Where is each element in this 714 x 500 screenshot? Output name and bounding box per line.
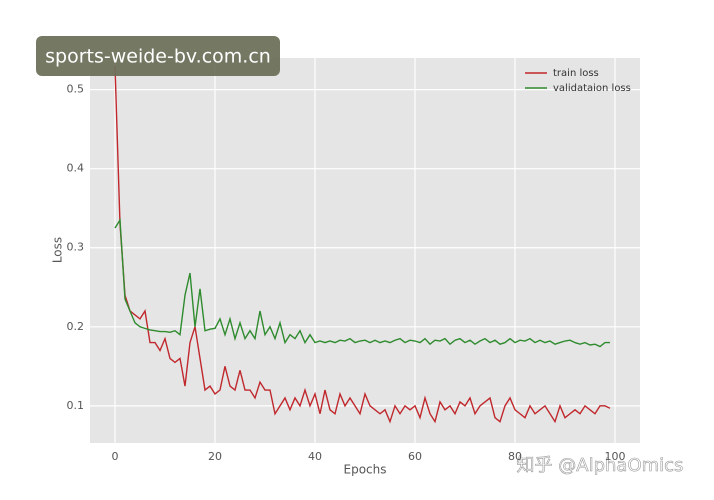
watermark: sports-weide-bv.com.cn (45, 46, 271, 68)
x-tick-label: 60 (408, 450, 422, 463)
data-line (114, 217, 610, 348)
y-tick-label: 0.5 (67, 83, 85, 96)
x-tick-label: 0 (112, 450, 119, 463)
plot-area (90, 58, 640, 443)
data-line (114, 65, 611, 424)
y-tick-label: 0.1 (67, 399, 85, 412)
y-tick-label: 0.4 (67, 162, 85, 175)
y-tick-label: 0.2 (67, 320, 85, 333)
legend-label: validataion loss (553, 83, 631, 94)
y-axis-label: Loss (51, 237, 65, 263)
legend-label: train loss (553, 68, 599, 79)
x-axis-label: Epochs (344, 463, 387, 477)
x-tick-label: 100 (605, 450, 626, 463)
y-tick-label: 0.3 (67, 241, 85, 254)
watermark-box (36, 36, 280, 76)
watermark: 知乎 @AlphaOmics (517, 455, 684, 476)
x-tick-label: 40 (308, 450, 322, 463)
x-tick-label: 80 (508, 450, 522, 463)
x-tick-label: 20 (208, 450, 222, 463)
